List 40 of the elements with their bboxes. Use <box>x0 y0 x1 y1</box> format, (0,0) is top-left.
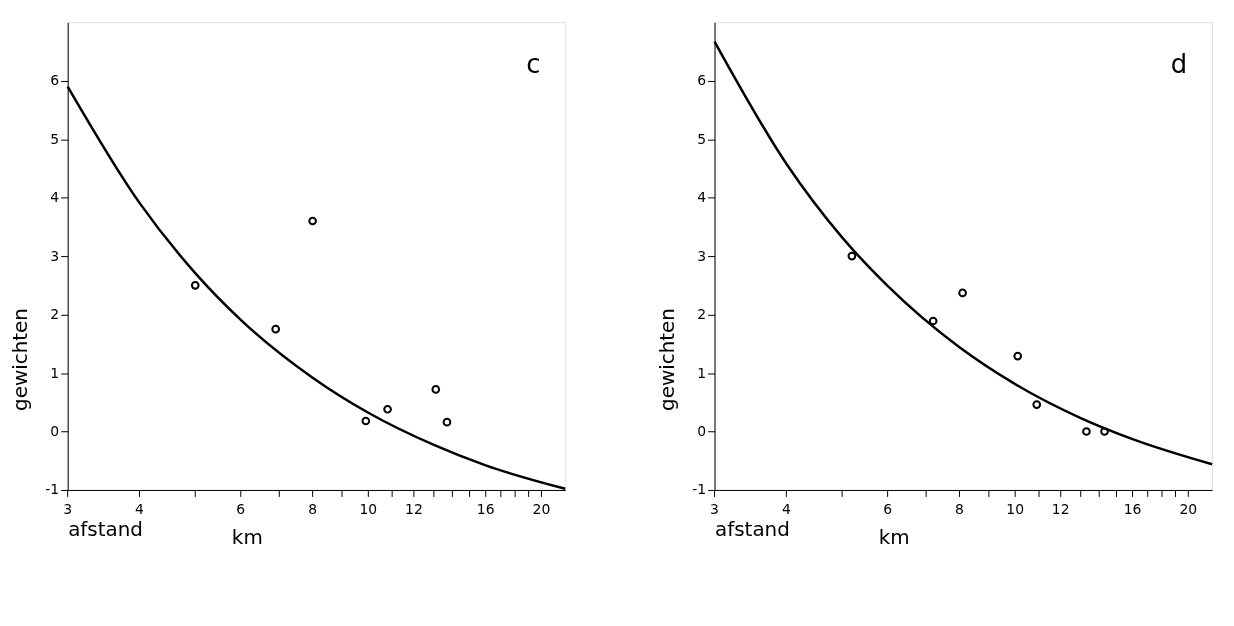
y-tick-label: 4 <box>697 189 707 206</box>
y-tick-label: 2 <box>50 306 60 323</box>
y-tick-label: 5 <box>697 130 707 147</box>
x-tick-label: 3 <box>710 500 719 517</box>
y-tick-label: -1 <box>45 481 60 498</box>
text: km <box>231 525 263 549</box>
y-tick-label: 4 <box>50 189 60 206</box>
y-tick-label: 6 <box>697 72 707 89</box>
y-tick-label: 0 <box>697 422 707 439</box>
x-tick-label: 6 <box>236 500 246 517</box>
y-axis-title: gewichten <box>656 308 680 411</box>
x-tick-label: 8 <box>308 500 318 517</box>
x-tick-label: 16 <box>476 500 495 517</box>
x-tick-label: 6 <box>883 500 893 517</box>
y-tick-label: 2 <box>697 306 707 323</box>
x-tick-label: 16 <box>1123 500 1142 517</box>
y-tick-label: 1 <box>50 364 60 381</box>
x-axis-title: afstand <box>715 518 790 542</box>
y-tick-label: 1 <box>697 364 707 381</box>
x-tick-label: 10 <box>1006 500 1025 517</box>
x-tick-label: 4 <box>781 500 791 517</box>
x-tick-label: 20 <box>1179 500 1198 517</box>
x-tick-label: 20 <box>532 500 551 517</box>
y-tick-label: 5 <box>50 130 60 147</box>
text: km <box>878 525 910 549</box>
x-tick-label: 12 <box>405 500 423 517</box>
annotation: c <box>526 48 541 79</box>
y-tick-label: 3 <box>50 247 60 264</box>
x-axis-title: afstand <box>68 518 143 542</box>
y-tick-label: 0 <box>50 422 60 439</box>
y-tick-label: -1 <box>692 481 707 498</box>
annotation: d <box>1170 48 1188 79</box>
y-tick-label: 3 <box>697 247 707 264</box>
x-tick-label: 4 <box>135 500 145 517</box>
x-tick-label: 8 <box>955 500 964 517</box>
y-axis-title: gewichten <box>9 308 33 411</box>
x-tick-label: 12 <box>1051 500 1070 517</box>
x-tick-label: 3 <box>63 500 73 517</box>
y-tick-label: 6 <box>50 72 60 89</box>
x-tick-label: 10 <box>359 500 378 517</box>
